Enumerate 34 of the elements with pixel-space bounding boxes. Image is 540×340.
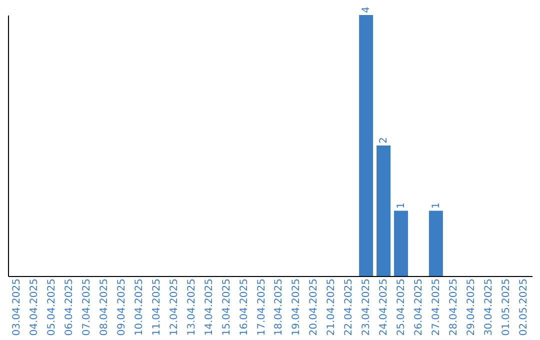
data-label: 1 <box>396 202 407 209</box>
x-tick-label: 09.04.2025 <box>116 278 128 336</box>
x-tick-label: 08.04.2025 <box>99 278 110 336</box>
x-tick-label: 04.04.2025 <box>29 278 40 336</box>
x-tick-label: 26.04.2025 <box>413 278 424 336</box>
x-tick-label: 14.04.2025 <box>204 278 215 336</box>
x-tick-label: 22.04.2025 <box>344 278 355 336</box>
x-tick-label: 28.04.2025 <box>448 278 460 336</box>
x-tick-label: 20.04.2025 <box>308 278 320 336</box>
x-tick-label: 27.04.2025 <box>430 278 442 336</box>
x-tick-label: 01.05.2025 <box>500 278 512 336</box>
x-tick-label: 03.04.2025 <box>12 278 23 336</box>
x-tick-label: 13.04.2025 <box>186 278 198 336</box>
x-tick-label: 25.04.2025 <box>396 278 407 336</box>
x-tick-label: 30.04.2025 <box>483 278 494 336</box>
x-tick-label: 02.05.2025 <box>518 278 530 336</box>
x-tick-label: 07.04.2025 <box>82 278 93 336</box>
x-tick-label: 05.04.2025 <box>46 278 58 336</box>
x-tick-label: 24.04.2025 <box>378 278 390 336</box>
x-tick-label: 16.04.2025 <box>238 278 250 336</box>
x-tick-label: 10.04.2025 <box>134 278 145 336</box>
x-tick-label: 21.04.2025 <box>326 278 338 336</box>
x-tick-label: 17.04.2025 <box>256 278 268 336</box>
x-tick-label: 19.04.2025 <box>291 278 302 336</box>
x-tick-label: 06.04.2025 <box>64 278 76 336</box>
data-label: 1 <box>430 202 442 209</box>
x-tick-label: 29.04.2025 <box>466 278 477 336</box>
x-tick-label: 23.04.2025 <box>361 278 372 336</box>
data-label: 2 <box>378 137 390 144</box>
x-tick-label: 11.04.2025 <box>151 278 162 336</box>
data-label: 4 <box>361 6 372 13</box>
x-tick-label: 15.04.2025 <box>221 278 232 336</box>
x-tick-label: 12.04.2025 <box>168 278 180 336</box>
x-tick-label: 18.04.2025 <box>274 278 285 336</box>
